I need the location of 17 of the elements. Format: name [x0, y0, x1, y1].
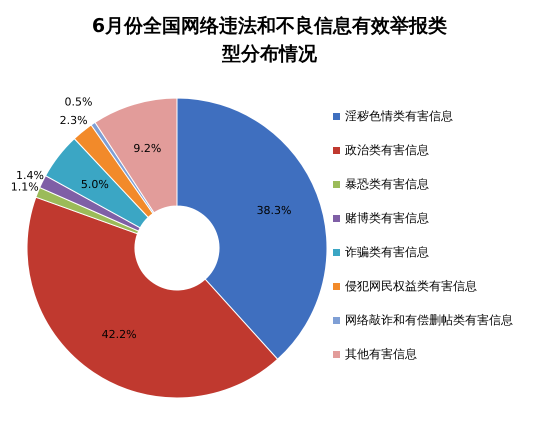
legend-label: 其他有害信息 [345, 346, 417, 363]
data-label: 38.3% [256, 204, 292, 218]
data-label: 42.2% [102, 328, 137, 341]
legend-label: 暴恐类有害信息 [345, 176, 429, 193]
data-label: 1.1% [10, 180, 39, 194]
legend-label: 淫秽色情类有害信息 [345, 108, 453, 125]
legend-label: 政治类有害信息 [345, 142, 429, 159]
data-label: 1.4% [16, 168, 44, 182]
data-label: 0.5% [64, 96, 93, 109]
legend-label: 侵犯网民权益类有害信息 [345, 278, 477, 295]
legend-label: 网络敲诈和有偿删帖类有害信息 [345, 312, 513, 329]
data-label: 9.2% [133, 142, 162, 155]
legend-label: 诈骗类有害信息 [345, 244, 429, 261]
chart-title: 6月份全国网络违法和不良信息有效举报类型分布情况 [90, 14, 448, 67]
legend-label: 赌博类有害信息 [345, 210, 429, 227]
data-label: 5.0% [80, 178, 109, 191]
data-label: 2.3% [60, 114, 88, 128]
